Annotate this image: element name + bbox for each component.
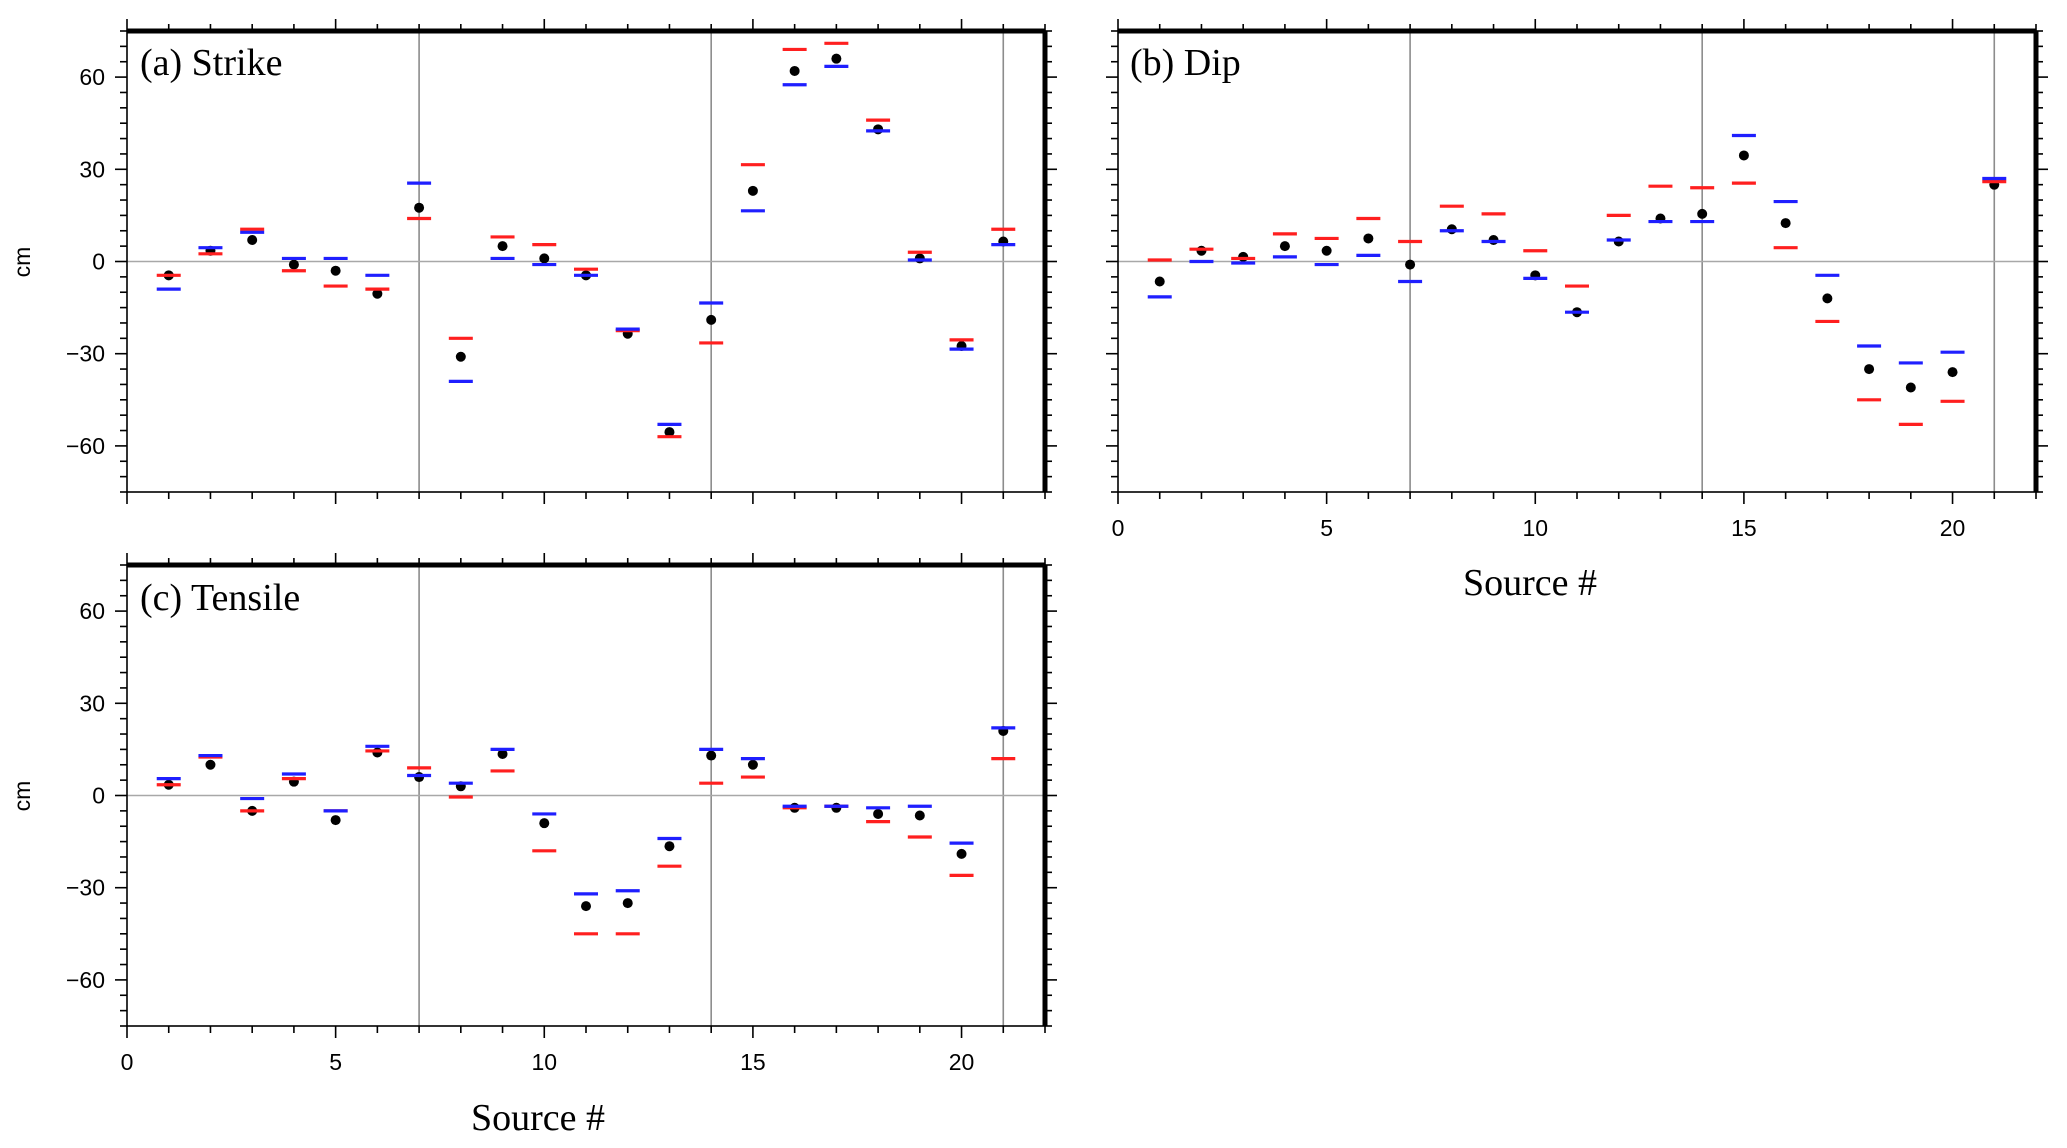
x-tick-label: 15: [740, 1049, 766, 1075]
data-point: [831, 53, 842, 64]
panel-tensile: (c) Tensile cm Source # 0 5 10 15 20 −60 −30 0 3…: [9, 553, 1057, 1139]
panel-title-strike: (a) Strike: [140, 42, 282, 84]
panel-title-dip: (b) Dip: [1130, 42, 1241, 84]
y-tick-label: 0: [92, 783, 105, 809]
y-tick-label: −30: [66, 875, 105, 901]
data-point: [706, 750, 717, 761]
y-tick-label: 30: [79, 156, 105, 182]
y-tick-label: 0: [92, 249, 105, 275]
x-tick-label: 5: [1320, 515, 1333, 541]
data-point: [247, 234, 258, 245]
data-point: [664, 427, 675, 438]
x-axis-label-dip: Source #: [1463, 562, 1597, 604]
data-point: [1279, 241, 1290, 252]
data-point: [747, 185, 758, 196]
x-tick-label: 10: [1522, 515, 1548, 541]
data-point: [414, 202, 425, 213]
data-point: [1363, 233, 1374, 244]
data-point: [330, 815, 341, 826]
panel-title-tensile: (c) Tensile: [140, 577, 300, 619]
panel-dip: (b) Dip Source # 0 5 10 15 20: [1106, 19, 2048, 604]
data-point: [205, 759, 216, 770]
data-point: [1822, 293, 1833, 304]
data-point: [539, 253, 550, 264]
x-tick-label: 15: [1731, 515, 1757, 541]
data-point: [747, 759, 758, 770]
data-point: [1405, 259, 1416, 270]
y-tick-label: −60: [66, 967, 105, 993]
data-point: [664, 841, 675, 852]
x-tick-label: 0: [121, 1049, 134, 1075]
panel-strike: (a) Strike cm −60 −30 0 30 60: [9, 19, 1057, 504]
data-point: [455, 351, 466, 362]
data-point: [956, 848, 967, 859]
y-axis-label-strike: cm: [9, 247, 35, 278]
data-point: [1154, 276, 1165, 287]
x-axis-label-tensile: Source #: [471, 1097, 605, 1139]
data-point: [372, 288, 383, 299]
x-tick-label: 20: [949, 1049, 975, 1075]
y-tick-label: −30: [66, 341, 105, 367]
x-tick-label: 5: [329, 1049, 342, 1075]
x-tick-label: 0: [1112, 515, 1125, 541]
y-tick-label: 60: [79, 64, 105, 90]
y-tick-label: −60: [66, 433, 105, 459]
data-point: [789, 65, 800, 76]
y-axis-label-tensile: cm: [9, 781, 35, 812]
data-point: [1697, 208, 1708, 219]
data-point: [873, 808, 884, 819]
data-point: [1947, 367, 1958, 378]
data-point: [706, 314, 717, 325]
data-point: [622, 898, 633, 909]
x-tick-label: 10: [531, 1049, 557, 1075]
y-tick-label: 30: [79, 690, 105, 716]
data-point: [1905, 382, 1916, 393]
data-point: [1864, 364, 1875, 375]
y-tick-label: 60: [79, 598, 105, 624]
data-point: [288, 259, 299, 270]
data-point: [330, 265, 341, 276]
data-point: [497, 241, 508, 252]
x-tick-label: 20: [1940, 515, 1966, 541]
data-point: [581, 901, 591, 912]
data-point: [1321, 245, 1332, 256]
data-point: [1738, 150, 1749, 161]
data-point: [539, 818, 550, 829]
data-point: [914, 810, 925, 821]
data-point: [497, 749, 508, 760]
data-point: [1780, 218, 1791, 229]
